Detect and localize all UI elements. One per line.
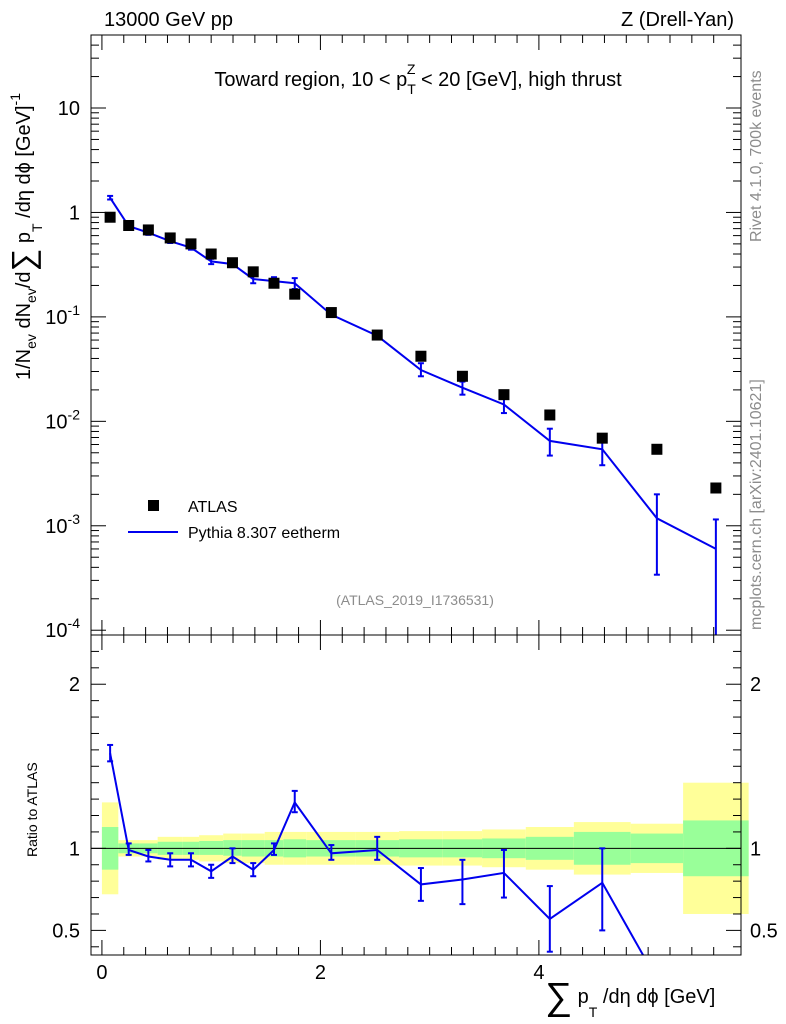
main-y-label: 1/Nev dNev/d∑ pT /dη dϕ [GeV]-1 (5, 93, 45, 380)
atlas-data-point (142, 224, 154, 236)
atlas-data-point (544, 409, 556, 421)
ratio-y-tick-label-right: 2 (750, 674, 761, 696)
atlas-data-point (651, 443, 663, 455)
legend-label-atlas: ATLAS (188, 499, 238, 516)
side-text-bottom: mcplots.cern.ch [arXiv:2401.10621] (748, 379, 765, 630)
y-tick-label: 10-1 (45, 302, 80, 329)
ratio-y-tick-label-left: 1 (69, 838, 80, 860)
atlas-data-point (268, 277, 280, 289)
ratio-y-tick-label-left: 2 (69, 674, 80, 696)
atlas-data-point (226, 257, 238, 269)
atlas-data-point (205, 248, 217, 260)
ratio-y-tick-label-right: 1 (750, 838, 761, 860)
watermark: (ATLAS_2019_I1736531) (336, 592, 494, 608)
atlas-data-point (415, 350, 427, 362)
ratio-x-label: ∑ pT /dη dϕ [GeV] (545, 976, 715, 1020)
y-tick-label: 1 (69, 202, 80, 224)
atlas-data-point (456, 370, 468, 382)
x-tick-label: 4 (533, 962, 544, 984)
atlas-data-point (710, 482, 722, 494)
atlas-data-point (185, 238, 197, 250)
legend-marker-atlas (148, 500, 159, 511)
y-tick-label: 10-2 (45, 406, 80, 433)
atlas-data-point (371, 329, 383, 341)
ratio-y-tick-label-right: 0.5 (750, 920, 778, 942)
atlas-data-point (325, 307, 337, 319)
y-tick-label: 10-4 (45, 615, 80, 642)
legend: ATLAS Pythia 8.307 eetherm (128, 499, 340, 542)
main-panel: 10-4 10-3 10-2 10-1 1 10 Toward region, 10 < … (5, 34, 742, 642)
main-frame (90, 34, 742, 636)
ratio-y-label: Ratio to ATLAS (24, 762, 40, 857)
atlas-data-point (104, 211, 116, 223)
atlas-data-point (289, 288, 301, 300)
atlas-data-point (164, 232, 176, 244)
ratio-y-tick-label-left: 0.5 (52, 920, 80, 942)
ratio-series-line (109, 753, 645, 955)
atlas-data-point (247, 266, 259, 278)
ratio-frame (90, 634, 742, 956)
atlas-data-point (498, 389, 510, 401)
side-text-top: Rivet 4.1.0, 700k events (748, 70, 765, 242)
y-tick-label: 10 (58, 98, 80, 120)
atlas-data-point (123, 219, 135, 231)
x-tick-label: 0 (96, 962, 107, 984)
y-tick-label: 10-3 (45, 511, 80, 538)
x-tick-label: 2 (315, 962, 326, 984)
header-right: Z (Drell-Yan) (621, 9, 734, 31)
main-title: Toward region, 10 < pTZ < 20 [GeV], high… (214, 61, 622, 97)
mc-series-line (109, 197, 717, 550)
header-left: 13000 GeV pp (104, 9, 233, 31)
legend-label-pythia: Pythia 8.307 eetherm (188, 525, 340, 542)
atlas-data-point (596, 432, 608, 444)
ratio-panel: 0.5 0.5 1 1 2 2 0 2 4 Ratio to ATLAS ∑ pT /dη dϕ… (24, 634, 778, 1020)
